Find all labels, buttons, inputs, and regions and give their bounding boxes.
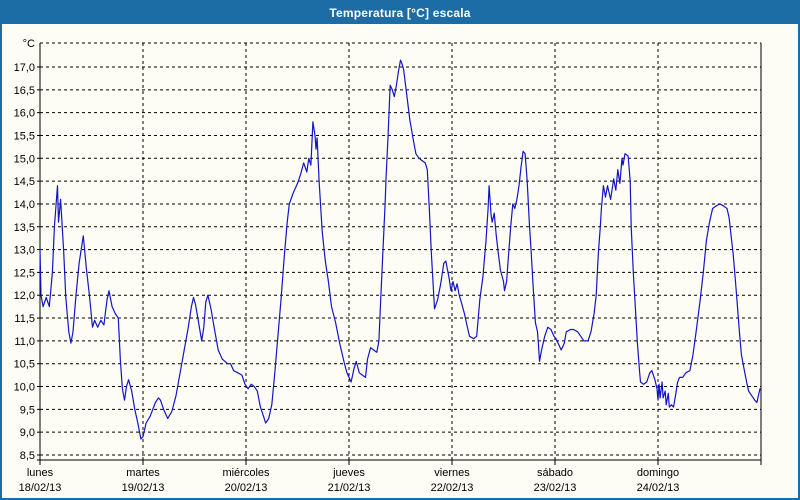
x-date-label: 21/02/13 xyxy=(328,482,371,494)
window-title: Temperatura [°C] escala xyxy=(329,6,471,20)
x-date-label: 22/02/13 xyxy=(431,482,474,494)
y-tick-label: 16,0 xyxy=(14,108,35,120)
y-tick-label: 10,0 xyxy=(14,382,35,394)
y-axis-unit-label: °C xyxy=(23,38,35,50)
chart-svg: 8,5 9,0 9,5 10,0 10,5 11,0 11,5 12,0 12,5 13,0 13,… xyxy=(14,38,762,494)
x-day-label: lunes xyxy=(27,467,54,479)
y-tick-label: 15,5 xyxy=(14,130,35,142)
y-tick-label: 8,5 xyxy=(20,450,35,462)
x-date-label: 18/02/13 xyxy=(19,482,62,494)
y-tick-label: 15,0 xyxy=(14,153,35,165)
window-title-bar: Temperatura [°C] escala xyxy=(2,2,798,24)
x-day-label: sábado xyxy=(537,467,573,479)
chart-area: 8,5 9,0 9,5 10,0 10,5 11,0 11,5 12,0 12,5 13,0 13,… xyxy=(2,24,798,498)
x-day-label: domingo xyxy=(637,467,679,479)
y-tick-label: 14,5 xyxy=(14,176,35,188)
x-day-label: viernes xyxy=(434,467,470,479)
y-tick-label: 16,5 xyxy=(14,85,35,97)
y-tick-label: 10,5 xyxy=(14,359,35,371)
y-tick-label: 9,0 xyxy=(20,427,35,439)
y-tick-label: 13,5 xyxy=(14,222,35,234)
y-tick-label: 9,5 xyxy=(20,404,35,416)
y-tick-label: 11,0 xyxy=(14,336,35,348)
x-date-label: 19/02/13 xyxy=(122,482,165,494)
x-date-label: 20/02/13 xyxy=(225,482,268,494)
x-day-label: miércoles xyxy=(222,467,270,479)
y-tick-label: 12,5 xyxy=(14,267,35,279)
y-tick-label: 12,0 xyxy=(14,290,35,302)
temperature-series-line xyxy=(39,59,761,440)
y-tick-label: 17,0 xyxy=(14,62,35,74)
y-tick-label: 14,0 xyxy=(14,199,35,211)
y-tick-label: 13,0 xyxy=(14,245,35,257)
x-day-label: martes xyxy=(126,467,160,479)
y-tick-label: 11,5 xyxy=(14,313,35,325)
x-date-label: 24/02/13 xyxy=(637,482,680,494)
x-date-label: 23/02/13 xyxy=(534,482,577,494)
x-day-label: jueves xyxy=(332,467,365,479)
